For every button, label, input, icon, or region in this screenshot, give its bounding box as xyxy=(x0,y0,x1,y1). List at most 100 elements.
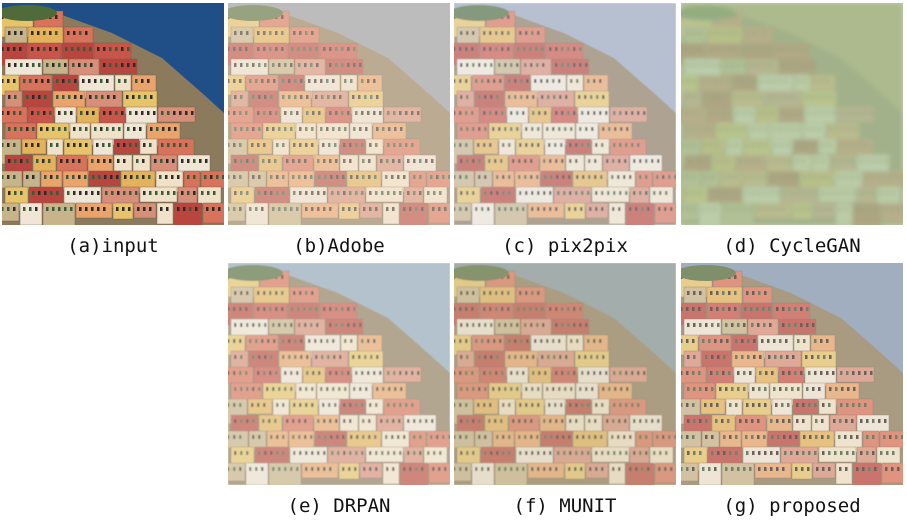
window xyxy=(329,419,332,423)
window xyxy=(391,175,394,179)
window xyxy=(681,371,683,375)
window xyxy=(519,143,522,147)
window xyxy=(336,435,339,439)
window xyxy=(705,387,708,391)
window xyxy=(128,207,131,211)
window xyxy=(31,111,34,115)
window xyxy=(489,291,492,295)
window xyxy=(436,175,439,179)
window xyxy=(490,323,493,327)
window xyxy=(717,451,720,455)
window xyxy=(851,419,854,423)
window xyxy=(595,451,598,455)
window xyxy=(52,207,55,211)
window xyxy=(405,143,408,147)
window xyxy=(508,143,511,147)
window xyxy=(796,419,799,423)
window xyxy=(263,371,266,375)
window xyxy=(359,387,362,391)
window xyxy=(478,95,481,99)
window xyxy=(347,323,350,327)
window xyxy=(544,111,547,115)
window xyxy=(311,403,314,407)
window xyxy=(46,63,49,67)
window xyxy=(776,451,779,455)
window xyxy=(710,371,713,375)
window xyxy=(149,143,152,147)
window xyxy=(508,355,511,359)
window xyxy=(619,451,622,455)
window xyxy=(233,207,236,211)
window xyxy=(228,175,230,179)
window xyxy=(296,111,299,115)
window xyxy=(780,355,783,359)
window xyxy=(281,275,284,279)
window xyxy=(659,451,662,455)
window xyxy=(199,159,202,163)
window xyxy=(239,307,242,311)
window xyxy=(525,291,528,295)
window xyxy=(318,111,321,115)
window xyxy=(532,355,535,359)
window xyxy=(588,435,591,439)
window xyxy=(631,371,634,375)
window xyxy=(483,403,486,407)
window xyxy=(44,175,47,179)
window xyxy=(554,143,557,147)
window xyxy=(335,419,338,423)
window xyxy=(290,371,293,375)
window xyxy=(524,323,527,327)
window xyxy=(142,159,145,163)
window xyxy=(240,451,243,455)
window xyxy=(397,175,400,179)
window xyxy=(300,355,303,359)
window xyxy=(490,191,493,195)
window xyxy=(293,31,296,35)
window xyxy=(46,127,49,131)
window xyxy=(465,207,468,211)
window xyxy=(379,371,382,375)
window xyxy=(797,339,800,343)
window xyxy=(618,419,621,423)
window xyxy=(109,111,112,115)
window xyxy=(37,111,40,115)
window xyxy=(37,47,40,51)
window xyxy=(413,175,416,179)
window xyxy=(537,207,540,211)
window xyxy=(537,143,540,147)
window xyxy=(613,403,616,407)
window xyxy=(493,79,496,83)
window xyxy=(23,79,26,83)
window xyxy=(587,403,590,407)
window xyxy=(776,467,779,471)
window xyxy=(29,79,32,83)
window xyxy=(569,451,572,455)
window xyxy=(233,435,236,439)
window xyxy=(26,63,29,67)
window xyxy=(816,467,819,471)
house xyxy=(325,58,364,75)
window xyxy=(895,435,898,439)
window xyxy=(121,63,124,67)
window xyxy=(324,435,327,439)
window xyxy=(681,339,683,343)
window xyxy=(317,467,320,471)
window xyxy=(788,307,791,311)
window xyxy=(326,387,329,391)
window xyxy=(656,175,659,179)
window xyxy=(585,387,588,391)
window xyxy=(349,403,352,407)
window xyxy=(315,307,318,311)
window xyxy=(167,111,170,115)
window xyxy=(558,79,561,83)
window xyxy=(518,419,521,423)
window xyxy=(167,191,170,195)
window xyxy=(538,111,541,115)
window xyxy=(278,63,281,67)
window xyxy=(394,387,397,391)
window xyxy=(432,467,435,471)
window xyxy=(272,127,275,131)
window xyxy=(466,419,469,423)
window xyxy=(367,79,370,83)
window xyxy=(541,307,544,311)
